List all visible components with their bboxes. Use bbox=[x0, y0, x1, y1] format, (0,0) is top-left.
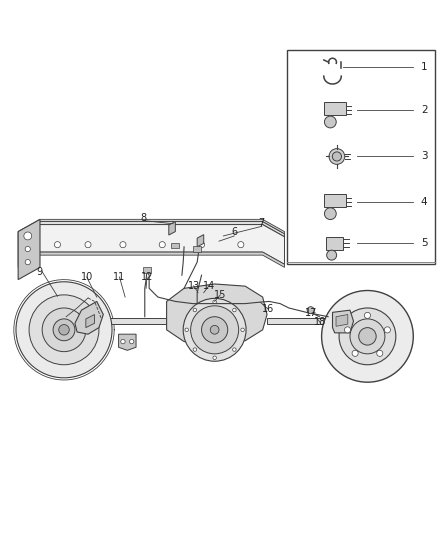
Polygon shape bbox=[324, 102, 346, 116]
Circle shape bbox=[233, 308, 236, 312]
Circle shape bbox=[307, 306, 314, 313]
Text: 9: 9 bbox=[36, 266, 42, 277]
Circle shape bbox=[54, 241, 60, 248]
Polygon shape bbox=[193, 246, 201, 252]
Polygon shape bbox=[143, 268, 151, 272]
Circle shape bbox=[159, 241, 165, 248]
Text: 12: 12 bbox=[141, 272, 153, 282]
Circle shape bbox=[359, 328, 376, 345]
Circle shape bbox=[384, 327, 390, 333]
Text: 14: 14 bbox=[203, 281, 215, 290]
Polygon shape bbox=[86, 314, 95, 328]
Text: 13: 13 bbox=[187, 281, 200, 290]
Circle shape bbox=[121, 340, 125, 344]
Circle shape bbox=[25, 260, 30, 265]
Circle shape bbox=[25, 246, 30, 252]
Circle shape bbox=[350, 319, 385, 354]
Text: 17: 17 bbox=[305, 308, 318, 318]
Polygon shape bbox=[169, 222, 175, 235]
Polygon shape bbox=[75, 302, 103, 334]
Polygon shape bbox=[166, 284, 267, 345]
Circle shape bbox=[24, 232, 32, 240]
Text: 8: 8 bbox=[141, 213, 147, 223]
Polygon shape bbox=[267, 318, 332, 324]
Circle shape bbox=[130, 340, 134, 344]
Circle shape bbox=[241, 328, 244, 332]
Polygon shape bbox=[324, 194, 346, 207]
Bar bbox=[287, 51, 435, 264]
Text: 1: 1 bbox=[421, 61, 427, 71]
Circle shape bbox=[364, 312, 371, 318]
Circle shape bbox=[42, 308, 86, 352]
Circle shape bbox=[29, 295, 99, 365]
Polygon shape bbox=[119, 334, 136, 350]
Text: 18: 18 bbox=[314, 317, 326, 327]
Circle shape bbox=[198, 241, 205, 248]
Circle shape bbox=[191, 306, 239, 354]
Circle shape bbox=[59, 325, 69, 335]
Circle shape bbox=[201, 317, 228, 343]
Circle shape bbox=[339, 308, 396, 365]
Polygon shape bbox=[101, 318, 166, 324]
Circle shape bbox=[233, 348, 236, 351]
Text: 11: 11 bbox=[113, 272, 126, 282]
Text: 7: 7 bbox=[259, 218, 265, 228]
Circle shape bbox=[377, 350, 383, 357]
Circle shape bbox=[352, 350, 358, 357]
Circle shape bbox=[53, 319, 75, 341]
Circle shape bbox=[213, 356, 216, 359]
Polygon shape bbox=[171, 243, 179, 248]
Text: 16: 16 bbox=[262, 304, 275, 314]
Circle shape bbox=[193, 348, 197, 351]
Circle shape bbox=[183, 298, 246, 361]
Text: 3: 3 bbox=[421, 151, 427, 161]
Text: 10: 10 bbox=[81, 272, 93, 282]
Text: 5: 5 bbox=[421, 238, 427, 248]
Circle shape bbox=[120, 241, 126, 248]
Text: 2: 2 bbox=[421, 105, 427, 115]
Circle shape bbox=[344, 327, 350, 333]
Polygon shape bbox=[336, 314, 348, 326]
Polygon shape bbox=[18, 222, 285, 237]
Circle shape bbox=[213, 300, 216, 304]
Circle shape bbox=[193, 308, 197, 312]
Polygon shape bbox=[18, 224, 285, 264]
Polygon shape bbox=[332, 310, 353, 333]
Polygon shape bbox=[18, 252, 285, 268]
Circle shape bbox=[321, 290, 413, 382]
Circle shape bbox=[325, 116, 336, 128]
Text: 4: 4 bbox=[421, 197, 427, 207]
Circle shape bbox=[185, 328, 188, 332]
Circle shape bbox=[325, 208, 336, 220]
Polygon shape bbox=[18, 220, 285, 234]
Text: 15: 15 bbox=[214, 290, 226, 300]
Circle shape bbox=[210, 326, 219, 334]
Polygon shape bbox=[197, 235, 204, 247]
Circle shape bbox=[327, 250, 337, 260]
Polygon shape bbox=[18, 220, 40, 280]
Circle shape bbox=[238, 241, 244, 248]
Polygon shape bbox=[326, 237, 343, 250]
Text: 6: 6 bbox=[231, 228, 237, 237]
Circle shape bbox=[16, 282, 112, 378]
Circle shape bbox=[332, 152, 342, 161]
Circle shape bbox=[85, 241, 91, 248]
Circle shape bbox=[329, 149, 345, 164]
